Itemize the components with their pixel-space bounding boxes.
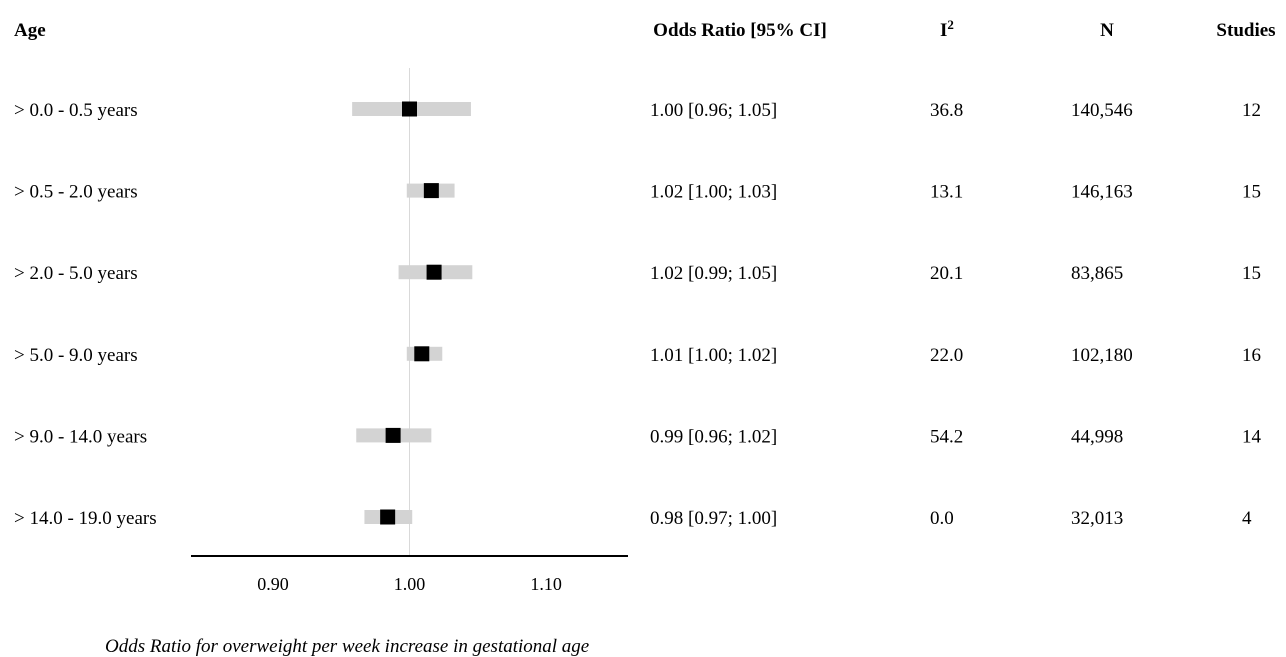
estimate-marker [380, 509, 396, 525]
header-studies: Studies [1216, 20, 1275, 41]
row-n-value: 83,865 [1071, 263, 1123, 284]
header-odds-ratio: Odds Ratio [95% CI] [653, 20, 827, 41]
estimate-marker [423, 183, 439, 199]
header-n: N [1100, 20, 1114, 41]
row-age-label: > 14.0 - 19.0 years [14, 508, 157, 529]
row-n-value: 140,546 [1071, 100, 1133, 121]
x-axis-label: Odds Ratio for overweight per week incre… [105, 636, 589, 657]
row-age-label: > 5.0 - 9.0 years [14, 345, 138, 366]
row-i2-value: 36.8 [930, 100, 963, 121]
row-studies-value: 12 [1242, 100, 1261, 121]
row-n-value: 32,013 [1071, 508, 1123, 529]
row-i2-value: 0.0 [930, 508, 954, 529]
x-tick-label: 1.10 [530, 574, 562, 594]
x-tick-label: 0.90 [257, 574, 289, 594]
estimate-marker [414, 346, 430, 362]
row-studies-value: 16 [1242, 345, 1261, 366]
row-n-value: 102,180 [1071, 345, 1133, 366]
row-studies-value: 15 [1242, 182, 1261, 203]
estimate-marker [385, 427, 401, 443]
estimate-marker [426, 264, 442, 280]
row-i2-value: 13.1 [930, 182, 963, 203]
row-age-label: > 0.0 - 0.5 years [14, 100, 138, 121]
row-i2-value: 54.2 [930, 426, 963, 447]
row-n-value: 146,163 [1071, 182, 1133, 203]
row-odds-ratio-ci: 1.02 [0.99; 1.05] [650, 263, 777, 284]
row-odds-ratio-ci: 1.02 [1.00; 1.03] [650, 182, 777, 203]
header-i2-sup: 2 [947, 17, 954, 32]
row-i2-value: 22.0 [930, 345, 963, 366]
row-odds-ratio-ci: 0.98 [0.97; 1.00] [650, 508, 777, 529]
header-age: Age [14, 20, 46, 41]
row-studies-value: 4 [1242, 508, 1252, 529]
x-tick-label: 1.00 [394, 574, 426, 594]
row-age-label: > 0.5 - 2.0 years [14, 182, 138, 203]
row-age-label: > 9.0 - 14.0 years [14, 426, 147, 447]
row-n-value: 44,998 [1071, 426, 1123, 447]
row-age-label: > 2.0 - 5.0 years [14, 263, 138, 284]
row-studies-value: 14 [1242, 426, 1262, 447]
header-i2: I2 [940, 17, 954, 41]
row-i2-value: 20.1 [930, 263, 963, 284]
rows-group: > 0.0 - 0.5 years 1.00 [0.96; 1.05] 36.8 14… [14, 100, 1262, 529]
header-i2-base: I [940, 20, 947, 41]
row-odds-ratio-ci: 1.01 [1.00; 1.02] [650, 345, 777, 366]
estimate-marker [402, 101, 417, 117]
row-odds-ratio-ci: 0.99 [0.96; 1.02] [650, 426, 777, 447]
row-studies-value: 15 [1242, 263, 1261, 284]
row-odds-ratio-ci: 1.00 [0.96; 1.05] [650, 100, 777, 121]
x-axis-ticks: 0.90 1.00 1.10 [257, 574, 562, 594]
